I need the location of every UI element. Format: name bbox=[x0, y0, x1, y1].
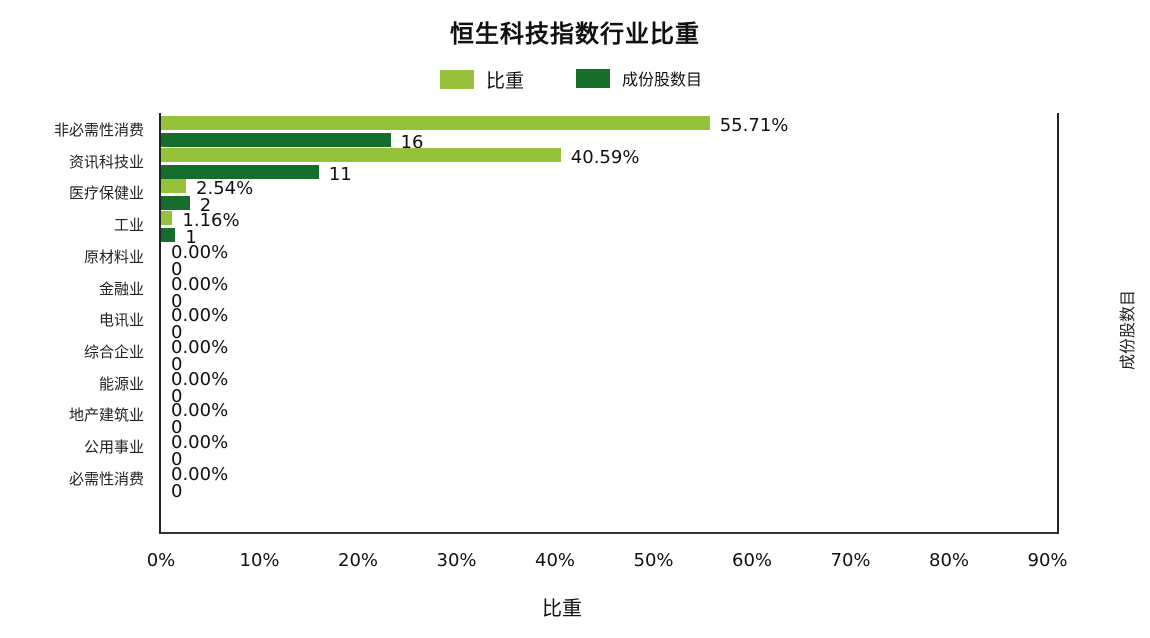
bar-share[interactable] bbox=[161, 147, 561, 162]
bar-count[interactable] bbox=[161, 133, 391, 147]
legend-swatch-share bbox=[440, 70, 474, 89]
x-tick-label: 90% bbox=[1027, 550, 1068, 571]
data-label-count: 0 bbox=[171, 258, 183, 280]
bar-count[interactable] bbox=[161, 228, 176, 243]
data-label-share: 0.00% bbox=[171, 463, 229, 485]
data-label-count: 11 bbox=[328, 163, 352, 185]
data-label-share: 2.54% bbox=[196, 178, 254, 200]
data-label-share: 40.59% bbox=[570, 146, 640, 168]
bar-share[interactable] bbox=[161, 211, 173, 226]
data-label-share: 0.00% bbox=[171, 241, 229, 263]
bar-count[interactable] bbox=[161, 164, 319, 179]
data-label-count: 0 bbox=[171, 385, 183, 407]
bar-count[interactable] bbox=[161, 196, 190, 211]
legend-item-count[interactable]: 成份股数目 bbox=[576, 66, 702, 90]
x-tick-label: 80% bbox=[928, 550, 970, 571]
x-tick-label: 70% bbox=[830, 550, 871, 571]
legend: 比重 成份股数目 bbox=[0, 66, 1150, 96]
legend-swatch-count bbox=[576, 68, 610, 88]
category-label: 公用事业 bbox=[83, 438, 144, 456]
category-label: 地产建筑业 bbox=[68, 406, 144, 425]
category-label: 资讯科技业 bbox=[68, 152, 144, 171]
x-tick-label: 50% bbox=[633, 550, 674, 571]
category-label: 综合企业 bbox=[83, 342, 144, 361]
category-label: 能源业 bbox=[98, 374, 144, 393]
x-tick-label: 60% bbox=[731, 550, 773, 571]
data-label-count: 0 bbox=[171, 322, 183, 344]
data-label-share: 0.00% bbox=[171, 336, 229, 358]
data-label-count: 2 bbox=[199, 195, 212, 217]
category-label: 金融业 bbox=[98, 279, 144, 298]
category-label: 非必需性消费 bbox=[53, 121, 144, 139]
data-label-share: 1.16% bbox=[182, 210, 240, 232]
category-label: 医疗保健业 bbox=[68, 184, 144, 203]
bar-share[interactable] bbox=[161, 116, 710, 130]
secondary-y-axis-label: 成份股数目 bbox=[1118, 289, 1137, 371]
x-tick-label: 30% bbox=[436, 550, 477, 571]
legend-label-count: 成份股数目 bbox=[622, 70, 703, 89]
data-label-share: 0.00% bbox=[171, 400, 229, 422]
category-label: 原材料业 bbox=[83, 247, 144, 266]
chart-title: 恒生科技指数行业比重 bbox=[450, 20, 700, 48]
data-label-share: 0.00% bbox=[171, 305, 229, 327]
x-axis-label: 比重 bbox=[542, 596, 582, 620]
x-tick-label: 10% bbox=[239, 550, 280, 571]
bar-share[interactable] bbox=[161, 179, 187, 194]
category-label: 工业 bbox=[113, 216, 144, 235]
category-label: 必需性消费 bbox=[68, 469, 144, 488]
data-label-count: 16 bbox=[400, 132, 424, 153]
data-label-count: 0 bbox=[171, 417, 183, 439]
data-label-share: 0.00% bbox=[171, 432, 229, 453]
data-label-share: 0.00% bbox=[171, 273, 229, 295]
category-label: 电讯业 bbox=[98, 311, 144, 330]
plot-area bbox=[159, 113, 1059, 534]
legend-item-share[interactable]: 比重 bbox=[440, 66, 524, 93]
x-tick-label: 20% bbox=[337, 550, 379, 571]
data-label-share: 55.71% bbox=[719, 115, 789, 136]
data-label-count: 0 bbox=[171, 480, 183, 502]
data-label-count: 0 bbox=[171, 449, 183, 470]
data-label-count: 0 bbox=[171, 290, 183, 312]
data-label-count: 1 bbox=[185, 227, 197, 249]
data-label-count: 0 bbox=[171, 353, 183, 375]
x-tick-label: 40% bbox=[534, 550, 576, 571]
x-tick-label: 0% bbox=[146, 550, 176, 571]
legend-label-share: 比重 bbox=[486, 70, 525, 92]
data-label-share: 0.00% bbox=[171, 368, 229, 390]
